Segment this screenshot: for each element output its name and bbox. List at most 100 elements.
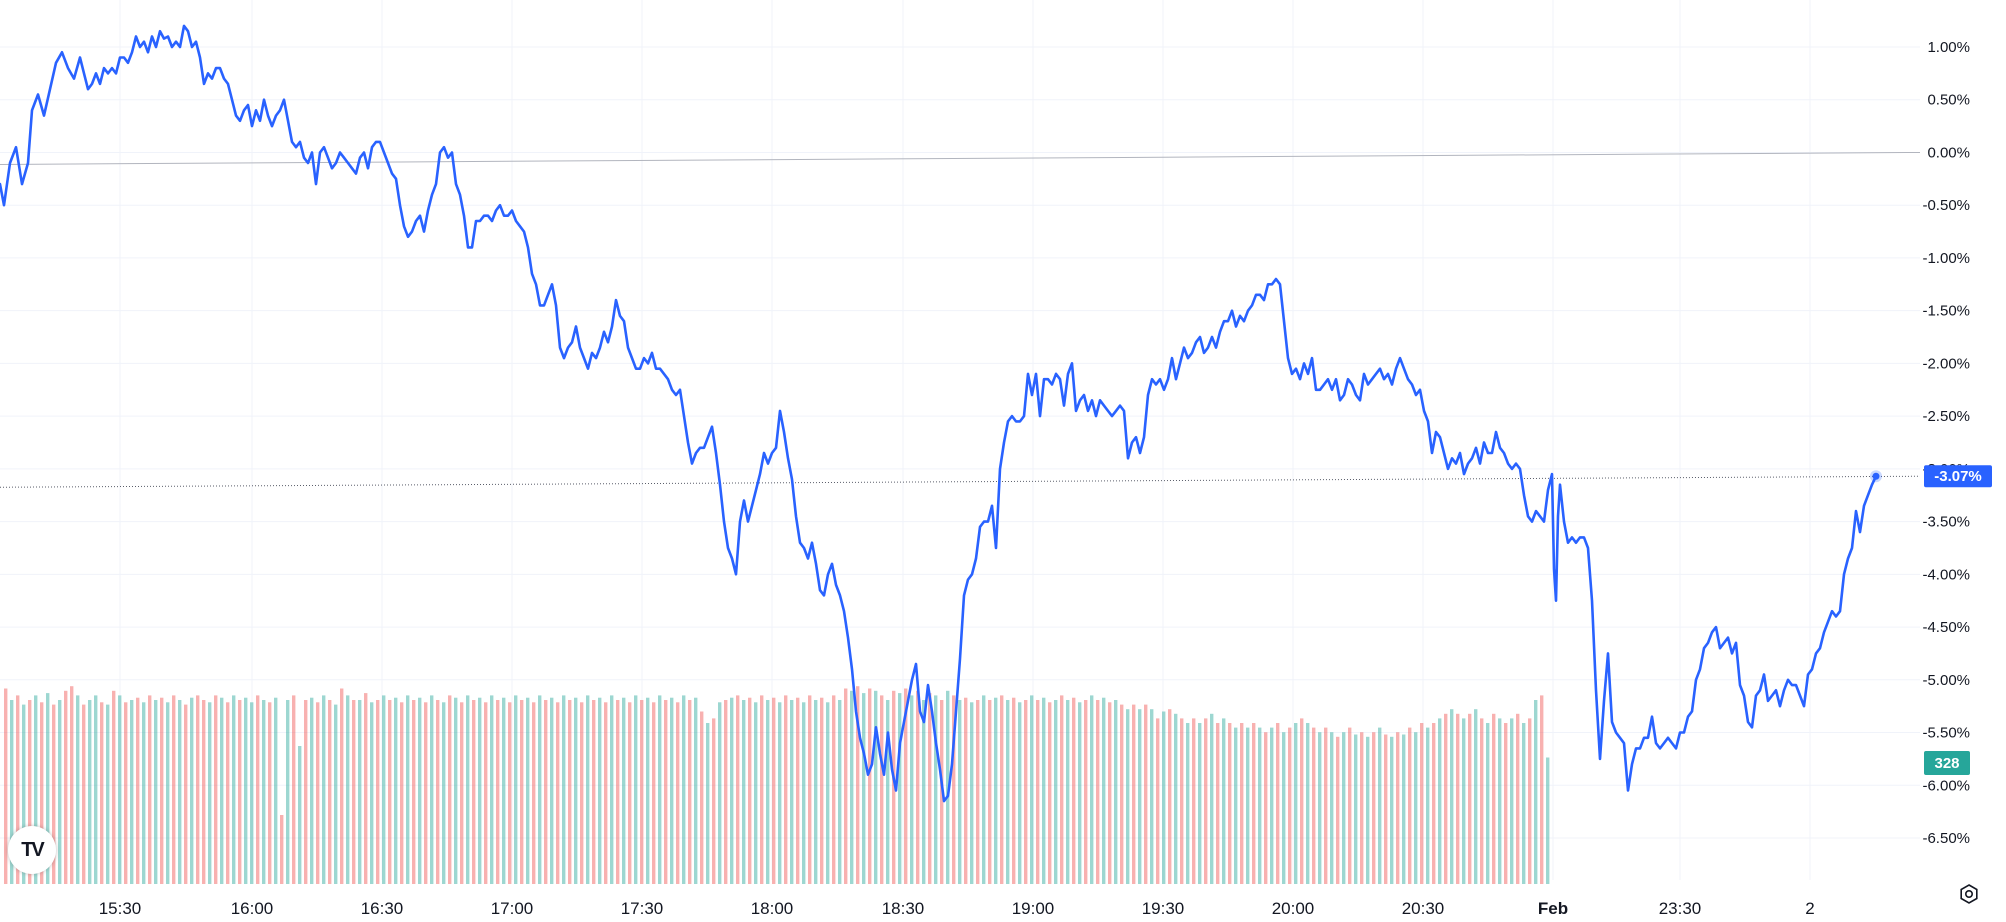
volume-bar xyxy=(1438,718,1442,884)
volume-bar xyxy=(748,697,752,884)
volume-bar xyxy=(370,702,374,884)
volume-bar xyxy=(262,700,266,884)
volume-bar xyxy=(1180,718,1184,884)
volume-bar xyxy=(88,700,92,884)
x-tick-label: 23:30 xyxy=(1659,899,1702,918)
volume-bar xyxy=(904,688,908,884)
volume-bar xyxy=(646,697,650,884)
volume-bar xyxy=(598,697,602,884)
volume-bar xyxy=(1264,732,1268,884)
volume-bar xyxy=(832,695,836,884)
volume-bar xyxy=(1312,727,1316,884)
x-tick-label: Feb xyxy=(1538,899,1568,918)
y-tick-label: -6.50% xyxy=(1922,830,1970,847)
volume-bar xyxy=(1216,723,1220,884)
volume-bar xyxy=(340,688,344,884)
volume-bar xyxy=(1060,695,1064,884)
volume-bar xyxy=(394,697,398,884)
volume-bar xyxy=(406,695,410,884)
volume-bar xyxy=(982,695,986,884)
volume-bar xyxy=(1492,713,1496,884)
volume-bar xyxy=(82,704,86,884)
settings-gear-icon[interactable] xyxy=(1956,881,1982,907)
volume-bar xyxy=(826,702,830,884)
volume-bar xyxy=(430,695,434,884)
volume-bar xyxy=(226,702,230,884)
volume-bar xyxy=(1396,732,1400,884)
volume-bar xyxy=(1306,723,1310,884)
volume-bar xyxy=(1516,713,1520,884)
volume-bar xyxy=(1300,718,1304,884)
volume-bar xyxy=(352,700,356,884)
volume-bar xyxy=(1084,700,1088,884)
volume-bar xyxy=(160,697,164,884)
volume-bar xyxy=(1210,713,1214,884)
volume-bar xyxy=(1162,711,1166,884)
x-tick-label: 18:00 xyxy=(751,899,794,918)
last-value-line xyxy=(0,475,1921,488)
volume-bar xyxy=(568,700,572,884)
volume-bar xyxy=(1450,709,1454,884)
volume-bar xyxy=(1138,709,1142,884)
volume-bar xyxy=(1336,736,1340,884)
volume-bar xyxy=(946,690,950,884)
volume-bar xyxy=(28,700,32,884)
x-tick-label: 20:00 xyxy=(1272,899,1315,918)
volume-bar xyxy=(112,690,116,884)
volume-bar xyxy=(976,700,980,884)
volume-bar xyxy=(268,702,272,884)
volume-bar xyxy=(1366,736,1370,884)
tradingview-logo[interactable]: TV xyxy=(8,826,56,874)
volume-bar xyxy=(1426,727,1430,884)
volume-bar xyxy=(1030,695,1034,884)
volume-bar xyxy=(190,697,194,884)
volume-bar xyxy=(478,697,482,884)
volume-bar xyxy=(1150,709,1154,884)
volume-bar xyxy=(1510,718,1514,884)
volume-bar xyxy=(868,688,872,884)
volume-bar xyxy=(1054,700,1058,884)
volume-bar xyxy=(1498,718,1502,884)
volume-bar xyxy=(622,697,626,884)
x-tick-label: 15:30 xyxy=(99,899,142,918)
volume-bar xyxy=(1132,704,1136,884)
volume-bar xyxy=(100,702,104,884)
volume-bar xyxy=(346,695,350,884)
volume-bar xyxy=(292,695,296,884)
y-tick-label: -5.50% xyxy=(1922,725,1970,742)
volume-bar xyxy=(958,700,962,884)
volume-bar xyxy=(592,700,596,884)
volume-bar xyxy=(124,702,128,884)
volume-bar xyxy=(694,697,698,884)
volume-bar xyxy=(166,702,170,884)
volume-bar xyxy=(94,695,98,884)
volume-bar xyxy=(220,697,224,884)
volume-bar xyxy=(358,700,362,884)
volume-bar xyxy=(508,702,512,884)
y-axis: 1.00% 0.50% 0.00% -0.50% -1.00% -1.50% -2.00% -… xyxy=(1922,39,1970,847)
volume-bar xyxy=(670,697,674,884)
volume-bar xyxy=(304,700,308,884)
volume-bar xyxy=(760,695,764,884)
volume-bar xyxy=(616,700,620,884)
x-tick-label: 16:30 xyxy=(361,899,404,918)
volume-bar xyxy=(130,700,134,884)
volume-bar xyxy=(376,700,380,884)
volume-bar xyxy=(148,695,152,884)
volume-bar xyxy=(526,697,530,884)
volume-bar xyxy=(244,697,248,884)
volume-bar xyxy=(688,700,692,884)
y-tick-label: -2.50% xyxy=(1922,408,1970,425)
volume-bar xyxy=(1126,709,1130,884)
volume-value-label: 328 xyxy=(1934,755,1959,772)
volume-bar xyxy=(1270,727,1274,884)
volume-bar xyxy=(994,697,998,884)
volume-bar xyxy=(334,704,338,884)
y-tick-label: 0.00% xyxy=(1927,144,1970,161)
x-tick-label: 20:30 xyxy=(1402,899,1445,918)
last-point xyxy=(1872,472,1880,480)
y-tick-label: -5.00% xyxy=(1922,672,1970,689)
volume-bar xyxy=(1234,727,1238,884)
volume-bar xyxy=(1090,695,1094,884)
